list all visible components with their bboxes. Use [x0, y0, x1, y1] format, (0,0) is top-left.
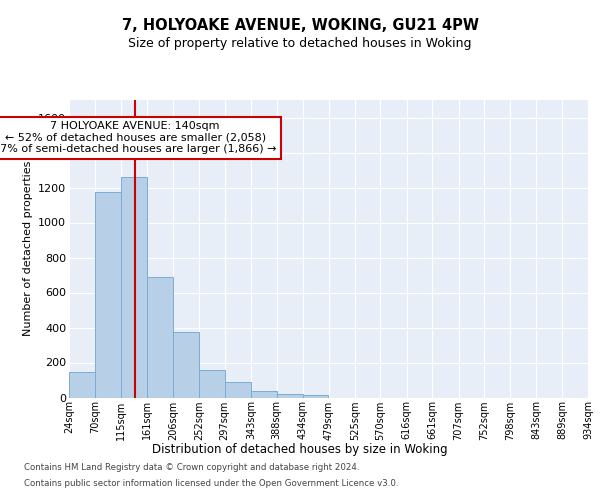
Bar — [121, 177, 147, 398]
Bar — [303, 395, 329, 398]
Bar — [277, 394, 303, 398]
Text: 7 HOLYOAKE AVENUE: 140sqm
← 52% of detached houses are smaller (2,058)
47% of se: 7 HOLYOAKE AVENUE: 140sqm ← 52% of detac… — [0, 121, 277, 154]
Bar — [95, 192, 121, 398]
Bar — [224, 382, 251, 398]
Bar — [173, 332, 199, 398]
Bar — [147, 277, 173, 398]
Text: 7, HOLYOAKE AVENUE, WOKING, GU21 4PW: 7, HOLYOAKE AVENUE, WOKING, GU21 4PW — [121, 18, 479, 32]
Bar — [199, 370, 224, 398]
Bar — [251, 392, 277, 398]
Y-axis label: Number of detached properties: Number of detached properties — [23, 161, 32, 336]
Text: Contains HM Land Registry data © Crown copyright and database right 2024.: Contains HM Land Registry data © Crown c… — [24, 464, 359, 472]
Bar — [69, 372, 95, 398]
Text: Contains public sector information licensed under the Open Government Licence v3: Contains public sector information licen… — [24, 478, 398, 488]
Text: Distribution of detached houses by size in Woking: Distribution of detached houses by size … — [152, 442, 448, 456]
Text: Size of property relative to detached houses in Woking: Size of property relative to detached ho… — [128, 38, 472, 51]
